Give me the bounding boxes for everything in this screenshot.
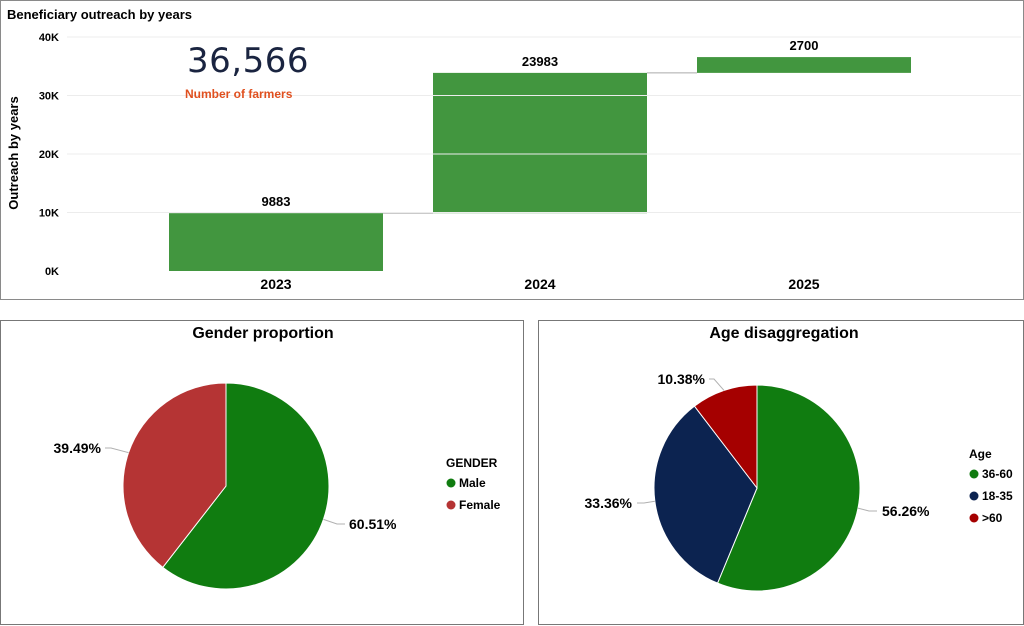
age-pie-chart: 56.26% 33.36% 10.38% Age 36-60 18-35 >60 [585,371,1013,592]
waterfall-bar-2024 [433,72,647,214]
waterfall-bar-2023 [169,213,383,271]
legend-item-Male: Male [459,476,486,490]
legend-marker-Female [446,500,456,510]
x-tick-label: 2023 [260,276,291,292]
legend-title: GENDER [446,456,498,470]
pie-leader-line [709,378,725,391]
legend-marker-18-35 [969,491,979,501]
pie-data-label: 39.49% [54,440,102,456]
legend-marker-36-60 [969,469,979,479]
pie-data-label: 10.38% [658,371,706,387]
age-chart-title: Age disaggregation [709,325,859,342]
waterfall-bar-2025 [697,57,911,73]
gender-chart-panel: Gender proportion 60.51% 39.49% GENDER Male… [0,320,524,625]
legend-title: Age [969,447,992,461]
outreach-bars: 9883 23983 2700 [169,38,911,271]
legend-marker-Male [446,478,456,488]
pie-data-label: 56.26% [882,503,930,519]
waterfall-data-label: 2700 [790,38,819,53]
kpi-number-of-farmers-value: 36,566 [187,41,309,81]
y-tick-label: 0K [45,266,59,278]
gender-pie-chart: 60.51% 39.49% GENDER Male Female [54,382,501,590]
y-tick-label: 20K [39,149,59,161]
x-tick-label: 2025 [788,276,819,292]
legend-item->60: >60 [982,511,1003,525]
pie-leader-line [105,447,129,454]
y-tick-label: 10K [39,208,59,220]
kpi-number-of-farmers-label: Number of farmers [185,87,293,101]
pie-slice-Female [122,382,227,569]
legend-item-Female: Female [459,498,501,512]
x-tick-label: 2024 [524,276,555,292]
pie-leader-line [323,518,345,525]
outreach-waterfall-chart: Beneficiary outreach by years Outreach b… [6,7,1021,292]
waterfall-data-label: 9883 [262,194,291,209]
pie-data-label: 60.51% [349,516,397,532]
gender-chart-title: Gender proportion [192,325,334,342]
legend-item-18-35: 18-35 [982,489,1013,503]
pie-data-label: 33.36% [585,495,633,511]
pie-leader-line [857,507,877,512]
waterfall-data-label: 23983 [522,54,558,69]
pie-leader-line [637,500,655,504]
age-chart-panel: Age disaggregation 56.26% 33.36% 10.38% Age… [538,320,1024,625]
pie-slice->60 [693,384,758,490]
legend-marker->60 [969,513,979,523]
y-tick-label: 40K [39,32,59,44]
outreach-chart-panel: Beneficiary outreach by years Outreach b… [0,0,1024,300]
legend-item-36-60: 36-60 [982,467,1013,481]
outreach-y-axis-title: Outreach by years [6,96,21,209]
outreach-chart-title: Beneficiary outreach by years [7,7,192,22]
pie-slice-Male [162,382,330,590]
y-tick-label: 30K [39,91,59,103]
pie-slice-36-60 [716,384,861,592]
